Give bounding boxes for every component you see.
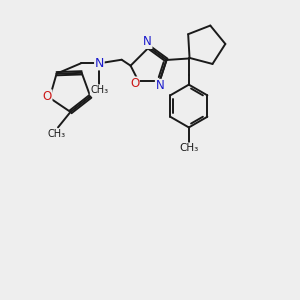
Text: O: O: [43, 90, 52, 103]
Text: CH₃: CH₃: [179, 143, 199, 153]
Text: CH₃: CH₃: [47, 129, 66, 139]
Text: N: N: [155, 80, 164, 92]
Text: N: N: [143, 35, 152, 48]
Text: O: O: [130, 77, 139, 90]
Text: N: N: [95, 57, 104, 70]
Text: CH₃: CH₃: [90, 85, 108, 95]
